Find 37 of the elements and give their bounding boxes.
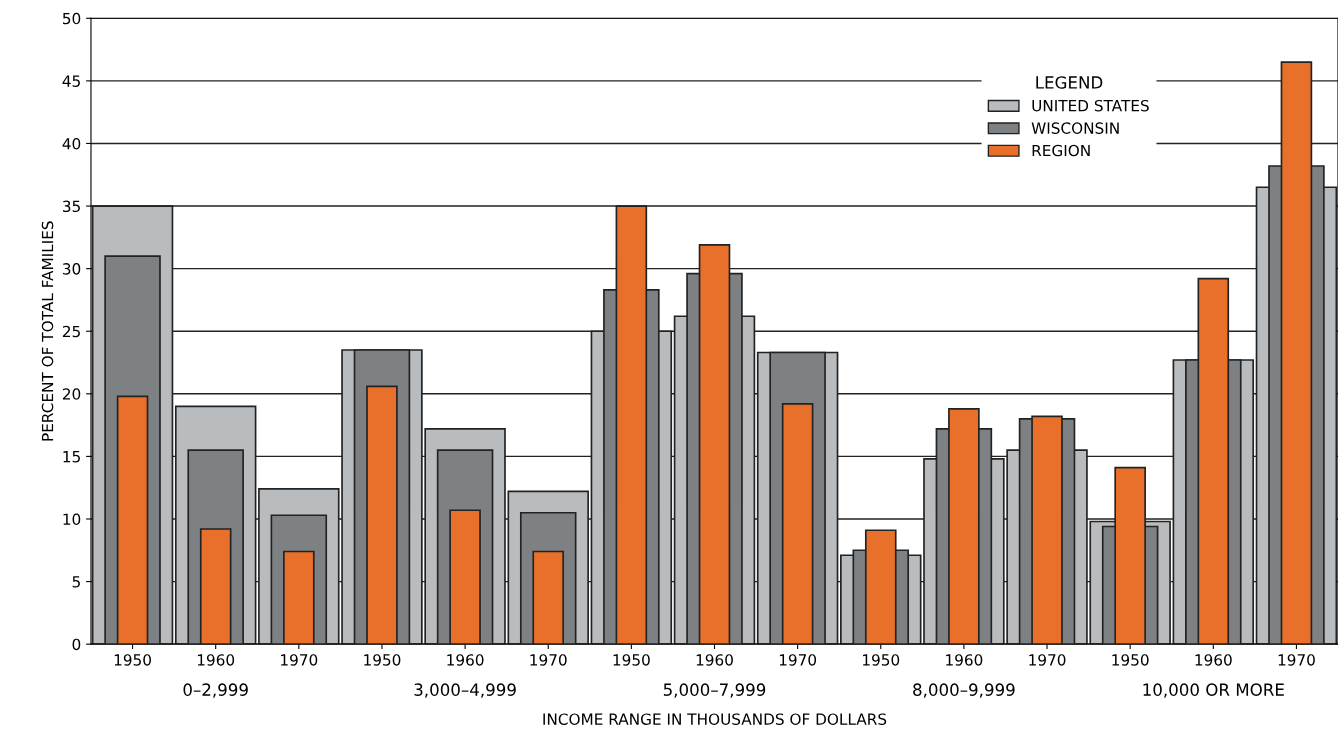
x-tick-label: 1970 — [1278, 654, 1315, 666]
legend-label: UNITED STATES — [1032, 99, 1149, 112]
x-tick-label: 1970 — [779, 654, 817, 666]
x-tick-label: 1950 — [863, 654, 900, 666]
y-tick-label: 35 — [62, 200, 80, 213]
y-tick-label: 45 — [62, 75, 80, 87]
legend-label: REGION — [1032, 144, 1090, 157]
x-tick-label: 1950 — [1112, 654, 1149, 666]
text: 10,000 OR MORE — [1143, 683, 1284, 698]
y-tick-label: 50 — [63, 12, 81, 25]
legend-title: LEGEND — [1036, 76, 1103, 89]
y-tick-label: 20 — [62, 388, 81, 400]
text: 8,000–9,999 — [913, 683, 1015, 698]
x-tick-label: 1960 — [946, 654, 983, 666]
x-tick-label: 1970 — [530, 654, 567, 666]
text: 3,000–4,999 — [414, 683, 516, 698]
y-tick-label: 10 — [63, 513, 81, 526]
text: 0–2,999 — [183, 683, 248, 698]
legend-label: WISCONSIN — [1031, 122, 1119, 134]
y-tick-label: 25 — [62, 325, 80, 338]
x-tick-label: 1960 — [1195, 654, 1232, 666]
x-tick-label: 1950 — [114, 654, 151, 666]
text: 5,000–7,999 — [663, 683, 766, 698]
x-axis-title: INCOME RANGE IN THOUSANDS OF DOLLARS — [543, 713, 887, 725]
y-axis-title: PERCENT OF TOTAL FAMILIES — [41, 221, 54, 441]
x-tick-label: 1950 — [364, 654, 401, 666]
x-tick-label: 1950 — [613, 654, 650, 666]
y-tick-label: 40 — [62, 137, 81, 150]
y-tick-label: 15 — [63, 451, 80, 463]
y-tick-label: 0 — [72, 638, 81, 651]
y-tick-label: 30 — [62, 263, 81, 275]
x-tick-label: 1970 — [281, 654, 318, 666]
x-tick-label: 1960 — [197, 654, 235, 666]
y-tick-label: 5 — [72, 576, 80, 588]
x-tick-label: 1970 — [1029, 654, 1066, 666]
x-tick-label: 1960 — [447, 654, 484, 666]
x-tick-label: 1960 — [696, 654, 733, 666]
